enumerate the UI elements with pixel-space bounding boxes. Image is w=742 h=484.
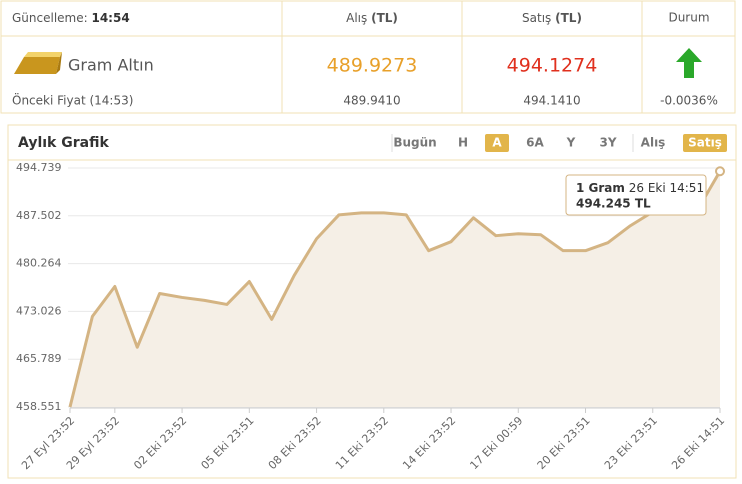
previous-change: -0.0036% [660,94,718,108]
area [70,171,720,408]
previous-sell: 494.1410 [523,94,580,108]
time: 14:54 [91,11,129,25]
y-tick-label: 465.789 [16,352,62,365]
sell-price: 494.1274 [507,55,598,77]
range-button[interactable]: 6A [526,136,544,150]
range-button[interactable]: 3Y [599,136,616,150]
tooltip-header: 1 Gram 26 Eki 14:51 [576,181,704,195]
unit: (TL) [371,11,398,25]
up-arrow [676,48,702,78]
label: Alış [346,11,367,25]
buy-price: 489.9273 [327,55,418,77]
tooltip-value: 494.245 TL [576,197,651,211]
product-name: Gram Altın [68,56,154,75]
y-tick-label: 494.739 [16,161,62,174]
range-button[interactable]: A [492,136,502,150]
point [715,166,725,177]
price-panel [0,0,736,114]
col-status: Durum [668,11,709,25]
tooltip [565,174,707,216]
gold-icon [14,52,62,74]
button-bg [683,134,727,152]
y-tick-label: 487.502 [16,209,62,222]
updated-label: Güncelleme: 14:54 [12,11,130,25]
col-buy: Alış (TL) [346,11,398,25]
range-button[interactable]: Alış [641,136,666,150]
range-button[interactable]: H [458,136,468,150]
label: Satış [522,11,551,25]
previous-buy: 489.9410 [343,94,400,108]
line [68,170,722,408]
label: Güncelleme: [12,11,88,25]
y-tick-label: 473.026 [16,304,62,317]
button-bg [485,134,509,152]
col-sell: Satış (TL) [522,11,582,25]
tooltip-date: 26 Eki 14:51 [629,181,704,195]
unit: (TL) [555,11,582,25]
tooltip-title: 1 Gram [576,181,625,195]
range-button[interactable]: Satış [688,136,722,150]
range-button[interactable]: Bugün [393,136,436,150]
chart-title: Aylık Grafik [18,135,109,151]
range-button[interactable]: Y [566,136,576,150]
y-tick-label: 458.551 [16,400,62,413]
y-tick-label: 480.264 [16,257,62,270]
previous-label: Önceki Fiyat (14:53) [12,92,133,108]
